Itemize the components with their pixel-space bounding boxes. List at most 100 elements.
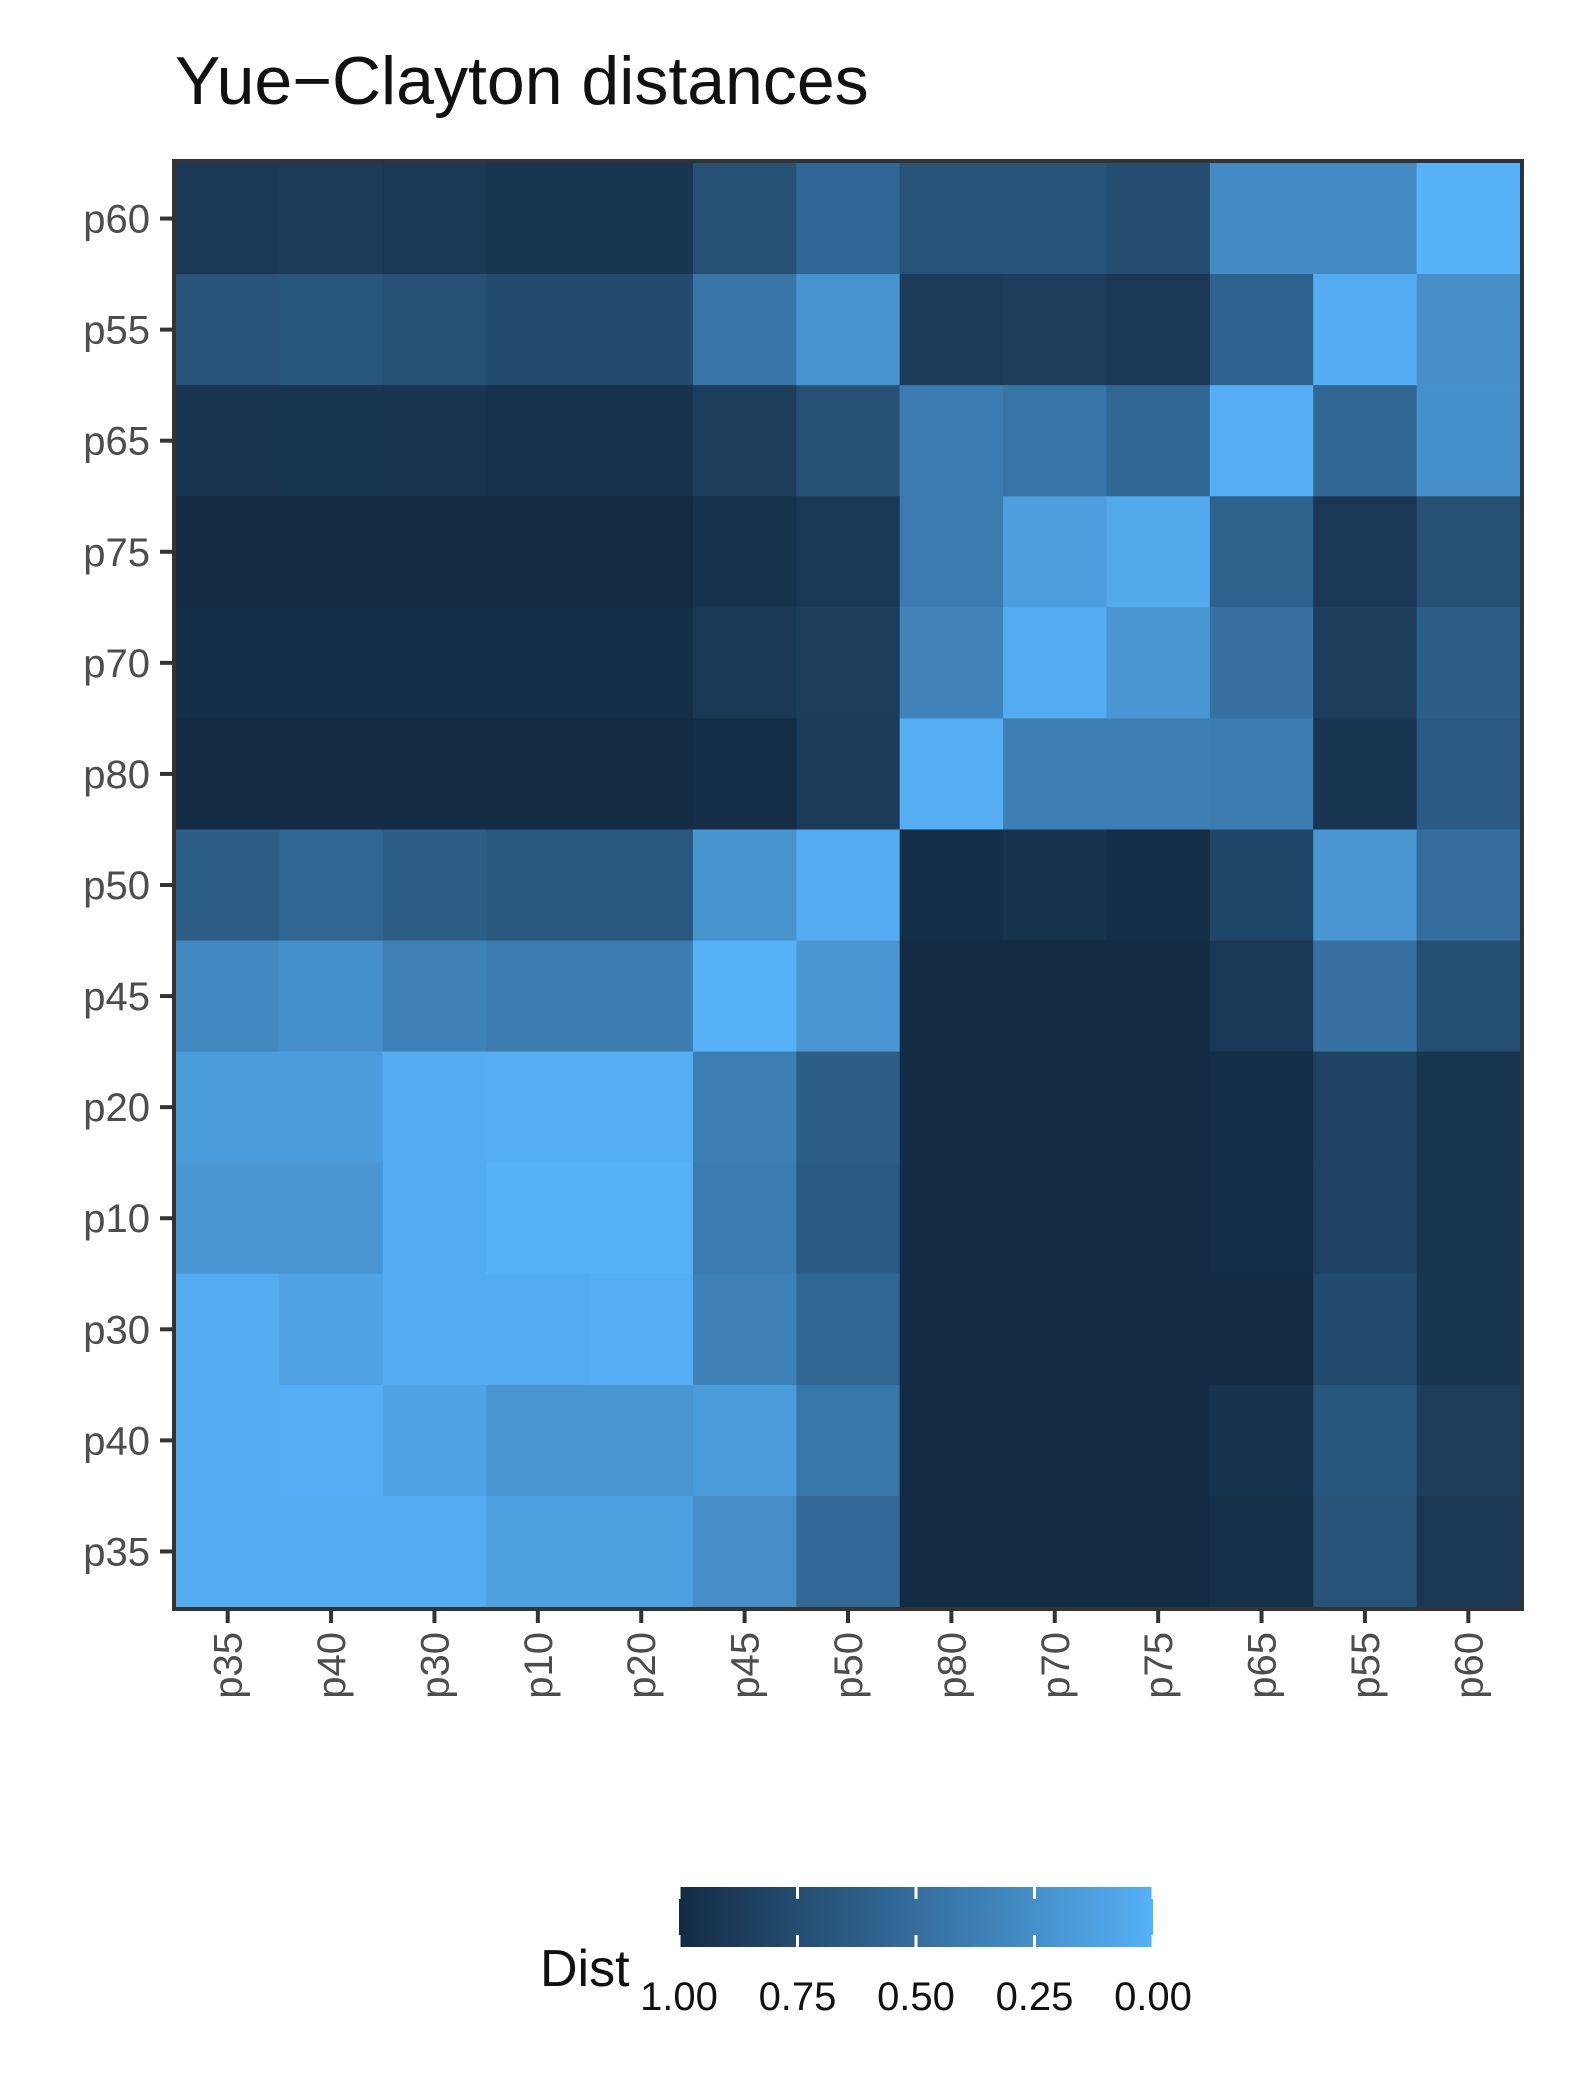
heatmap-cell-p20-p50	[796, 1051, 901, 1164]
heatmap-cell-p55-p70	[1003, 274, 1108, 386]
x-tick-label-p30: p30	[413, 1632, 457, 1699]
heatmap-cell-p70-p40	[279, 607, 384, 719]
legend: Dist 1.00 0.75 0.50 0.25 0.00	[540, 1887, 1192, 2019]
heatmap-cell-p65-p70	[1003, 385, 1108, 497]
heatmap-cell-p10-p80	[899, 1162, 1004, 1275]
heatmap-cell-p10-p50	[796, 1162, 901, 1275]
heatmap-cell-p70-p35	[176, 607, 280, 719]
heatmap-cell-p45-p20	[589, 940, 694, 1053]
heatmap-cell-p75-p40	[279, 496, 384, 608]
heatmap-cell-p50-p75	[1106, 829, 1211, 942]
heatmap-cell-p80-p10	[486, 718, 591, 831]
heatmap-cell-p80-p50	[796, 718, 901, 831]
heatmap-cell-p45-p55	[1313, 940, 1418, 1053]
heatmap-cell-p40-p10	[486, 1384, 591, 1497]
heatmap-cell-p10-p45	[692, 1162, 797, 1275]
heatmap-cell-p65-p45	[692, 385, 797, 497]
heatmap-cell-p70-p50	[796, 607, 901, 719]
heatmap-cell-p60-p70	[1003, 163, 1108, 275]
heatmap-cell-p45-p40	[279, 940, 384, 1053]
heatmap-cell-p70-p70	[1003, 607, 1108, 719]
y-tick-label-p10: p10	[83, 1197, 150, 1241]
x-tick-label-p60: p60	[1447, 1632, 1491, 1699]
heatmap-cell-p20-p45	[692, 1051, 797, 1164]
heatmap-cell-p35-p70	[1003, 1495, 1108, 1608]
y-tick-label-p40: p40	[83, 1419, 150, 1463]
heatmap-cell-p65-p35	[176, 385, 280, 497]
heatmap-cell-p10-p60	[1416, 1162, 1521, 1275]
heatmap-cell-p70-p10	[486, 607, 591, 719]
heatmap-cell-p55-p80	[899, 274, 1004, 386]
heatmap-cell-p20-p10	[486, 1051, 591, 1164]
x-tick-label-p50: p50	[827, 1632, 871, 1699]
x-tick-label-p75: p75	[1137, 1632, 1181, 1699]
heatmap-cell-p75-p80	[899, 496, 1004, 608]
heatmap-cell-p65-p40	[279, 385, 384, 497]
heatmap-cell-p10-p55	[1313, 1162, 1418, 1275]
x-tick-label-p65: p65	[1241, 1632, 1285, 1699]
heatmap-cell-p10-p30	[382, 1162, 487, 1275]
heatmap-cell-p10-p20	[589, 1162, 694, 1275]
heatmap-cell-p75-p50	[796, 496, 901, 608]
heatmap-cell-p40-p35	[176, 1384, 280, 1497]
y-tick-label-p60: p60	[83, 198, 150, 242]
heatmap-cell-p75-p60	[1416, 496, 1521, 608]
x-axis: p35 p40 p30 p10 p20 p45 p50 p80 p70 p75 p65 p55 p60	[207, 1609, 1491, 1699]
heatmap-cell-p60-p55	[1313, 163, 1418, 275]
heatmap-cell-p60-p80	[899, 163, 1004, 275]
heatmap-cell-p50-p10	[486, 829, 591, 942]
heatmap-cell-p70-p45	[692, 607, 797, 719]
heatmap-cell-p45-p30	[382, 940, 487, 1053]
heatmap-cell-p20-p65	[1209, 1051, 1314, 1164]
heatmap-cell-p20-p55	[1313, 1051, 1418, 1164]
heatmap-cell-p10-p70	[1003, 1162, 1108, 1275]
heatmap-cell-p10-p75	[1106, 1162, 1211, 1275]
heatmap-cell-p60-p10	[486, 163, 591, 275]
heatmap-cell-p45-p45	[692, 940, 797, 1053]
y-tick-label-p80: p80	[83, 753, 150, 797]
heatmap-cell-p50-p70	[1003, 829, 1108, 942]
heatmap-cell-p40-p75	[1106, 1384, 1211, 1497]
heatmap-cell-p60-p20	[589, 163, 694, 275]
heatmap-cell-p75-p10	[486, 496, 591, 608]
heatmap-cell-p65-p60	[1416, 385, 1521, 497]
heatmap-cell-p60-p45	[692, 163, 797, 275]
heatmap-cell-p60-p65	[1209, 163, 1314, 275]
heatmap-cell-p35-p55	[1313, 1495, 1418, 1608]
heatmap-cell-p75-p30	[382, 496, 487, 608]
heatmap-cell-p55-p35	[176, 274, 280, 386]
heatmap-cell-p35-p80	[899, 1495, 1004, 1608]
heatmap-cell-p75-p55	[1313, 496, 1418, 608]
heatmap-cell-p45-p75	[1106, 940, 1211, 1053]
heatmap-cell-p80-p45	[692, 718, 797, 831]
heatmap-cell-p70-p65	[1209, 607, 1314, 719]
heatmap-cell-p40-p55	[1313, 1384, 1418, 1497]
heatmap-cell-p30-p70	[1003, 1273, 1108, 1386]
heatmap-cell-p40-p40	[279, 1384, 384, 1497]
heatmap-cell-p45-p10	[486, 940, 591, 1053]
x-tick-label-p20: p20	[620, 1632, 664, 1699]
heatmap-cell-p55-p75	[1106, 274, 1211, 386]
heatmap-cell-p35-p35	[176, 1495, 280, 1608]
heatmap-cell-p60-p30	[382, 163, 487, 275]
y-tick-label-p70: p70	[83, 642, 150, 686]
heatmap-cell-p45-p50	[796, 940, 901, 1053]
heatmap-cell-p35-p75	[1106, 1495, 1211, 1608]
heatmap-cell-p75-p70	[1003, 496, 1108, 608]
heatmap-cell-p50-p60	[1416, 829, 1521, 942]
heatmap-cell-p80-p55	[1313, 718, 1418, 831]
heatmap-cell-p60-p35	[176, 163, 280, 275]
heatmap-cell-p80-p40	[279, 718, 384, 831]
heatmap-cell-p45-p65	[1209, 940, 1314, 1053]
heatmap-cell-p50-p55	[1313, 829, 1418, 942]
heatmap-cell-p40-p45	[692, 1384, 797, 1497]
heatmap-cell-p80-p30	[382, 718, 487, 831]
heatmap-cell-p40-p65	[1209, 1384, 1314, 1497]
x-tick-label-p35: p35	[207, 1632, 251, 1699]
heatmap-cell-p45-p70	[1003, 940, 1108, 1053]
heatmap-cell-p35-p60	[1416, 1495, 1521, 1608]
heatmap-cell-p30-p35	[176, 1273, 280, 1386]
heatmap-cell-p40-p30	[382, 1384, 487, 1497]
legend-label-0.50: 0.50	[877, 1975, 955, 2019]
